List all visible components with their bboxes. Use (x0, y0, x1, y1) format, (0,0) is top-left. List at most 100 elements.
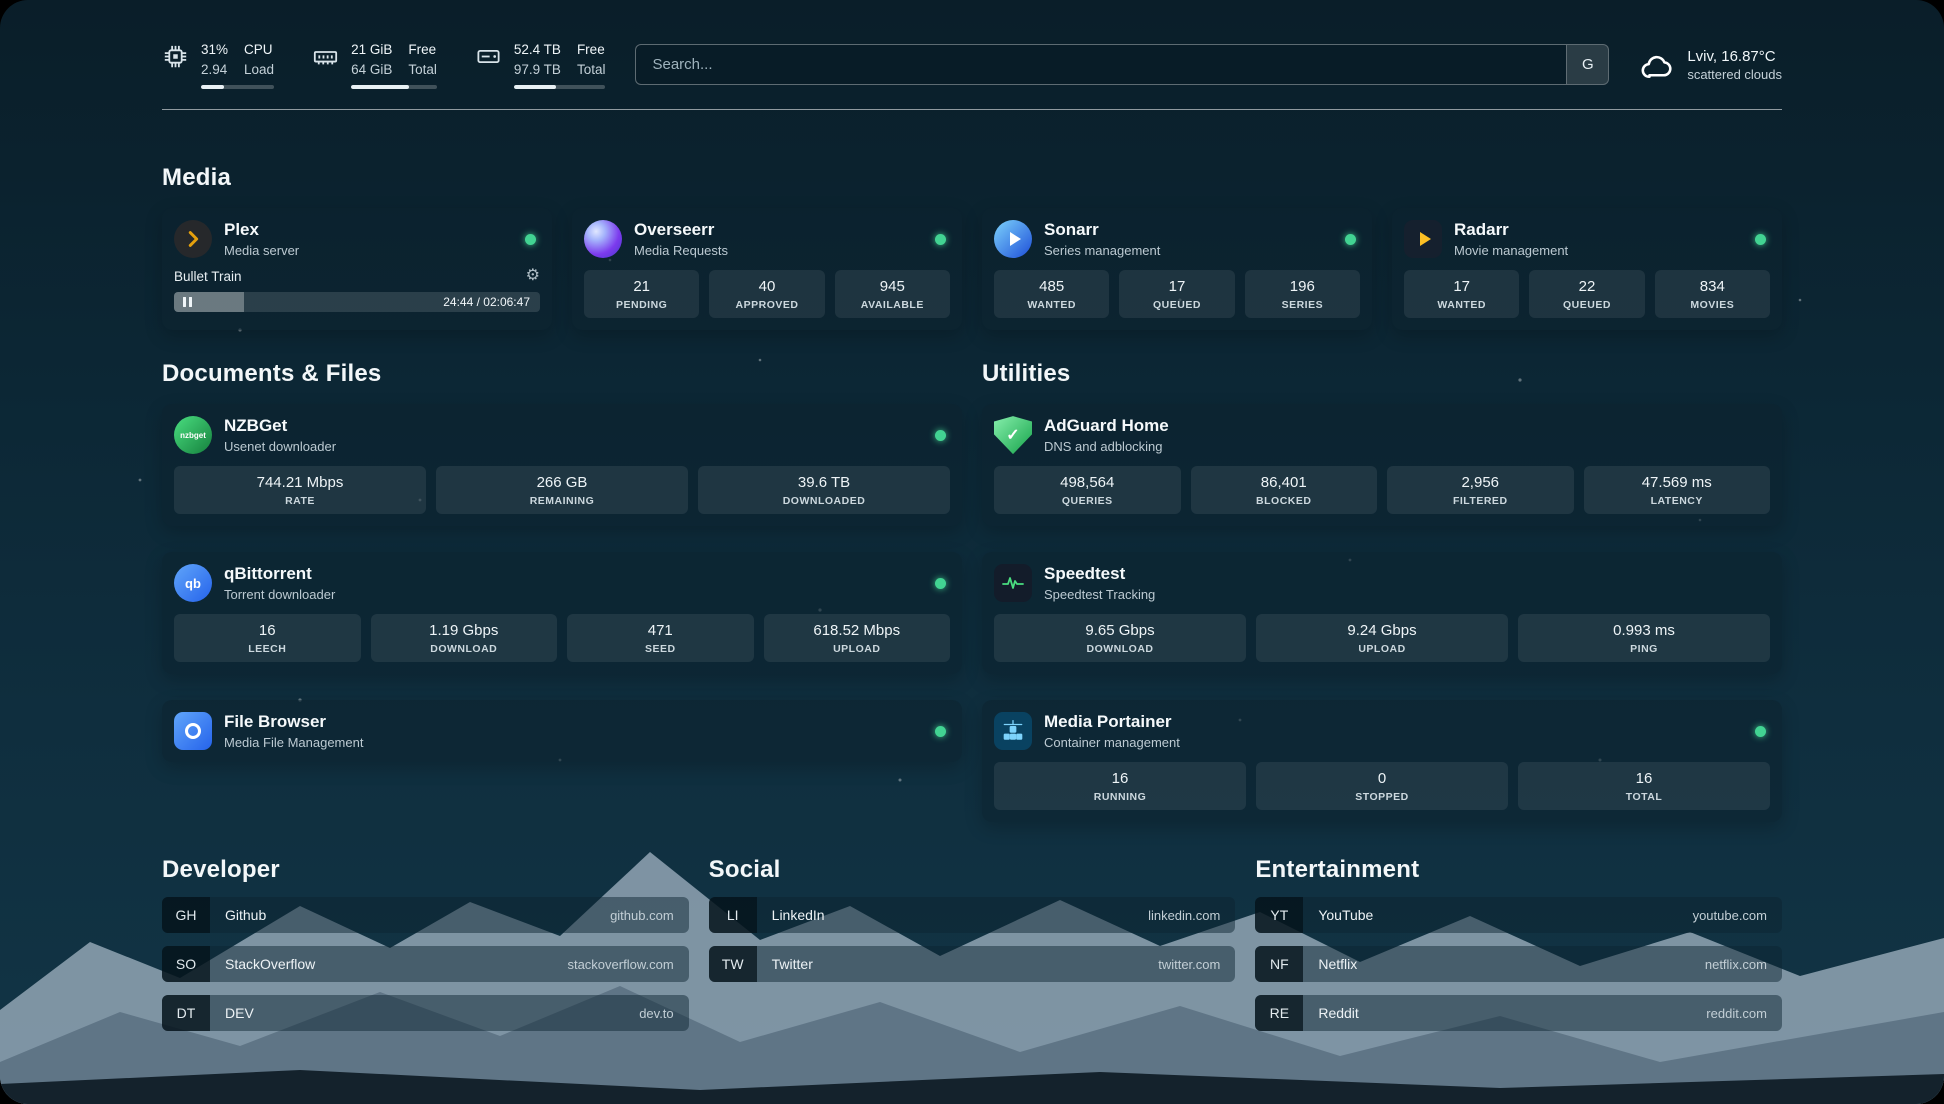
stat-ping: 0.993 ms PING (1518, 614, 1770, 663)
playback-time: 24:44 / 02:06:47 (443, 295, 530, 310)
cpu-loadavg: 2.94 (201, 61, 228, 77)
documents-column: Documents & Files nzbget NZBGet Usenet d… (162, 360, 962, 763)
service-card-overseerr[interactable]: Overseerr Media Requests 21 PENDING 40 A… (572, 208, 962, 331)
status-dot (935, 233, 946, 245)
service-card-plex[interactable]: Plex Media server Bullet Train ⚙ 24:44 /… (162, 208, 552, 331)
bookmark-group-entertainment: Entertainment YT YouTube youtube.com NF … (1255, 856, 1782, 1032)
disk-progress-fill (513, 85, 557, 90)
memory-total-value: 64 GiB (351, 61, 393, 77)
stat-seed: 471 SEED (567, 614, 754, 663)
stat-filtered: 2,956 FILTERED (1387, 466, 1574, 515)
service-name: NZBGet (224, 416, 288, 436)
stat-movies: 834 MOVIES (1654, 270, 1770, 319)
service-name: AdGuard Home (1044, 416, 1169, 436)
status-dot (935, 725, 946, 737)
service-desc: Usenet downloader (224, 439, 337, 455)
speedtest-icon (994, 564, 1032, 603)
weather-condition: scattered clouds (1687, 66, 1782, 82)
section-title-developer: Developer (162, 856, 280, 884)
cpu-progress-fill (201, 85, 224, 90)
disk-total-value: 97.9 TB (513, 61, 561, 77)
cpu-load-label: Load (244, 61, 275, 77)
stat-download: 1.19 Gbps DOWNLOAD (370, 614, 557, 663)
pause-button[interactable] (183, 297, 192, 308)
stat-wanted: 17 WANTED (1404, 270, 1520, 319)
utilities-column: Utilities ✓ AdGuard Home DNS and adblock… (982, 360, 1782, 823)
stat-approved: 40 APPROVED (709, 270, 825, 319)
service-desc: Movie management (1454, 243, 1569, 259)
service-card-speedtest[interactable]: Speedtest Speedtest Tracking 9.65 Gbps D… (982, 552, 1782, 675)
bookmark-linkedin[interactable]: LI LinkedIn linkedin.com (708, 897, 1236, 934)
stat-available: 945 AVAILABLE (834, 270, 950, 319)
search-provider-button[interactable]: G (1566, 45, 1609, 85)
status-dot (1755, 233, 1766, 245)
cpu-widget: 31% 2.94 CPU Load (162, 40, 275, 90)
service-card-radarr[interactable]: Radarr Movie management 17 WANTED 22 QUE… (1392, 208, 1782, 331)
filebrowser-icon (174, 712, 212, 751)
stat-latency: 47.569 ms LATENCY (1583, 466, 1770, 515)
memory-progress-fill (351, 85, 409, 90)
stat-stopped: 0 STOPPED (1256, 762, 1508, 811)
stat-running: 16 RUNNING (994, 762, 1246, 811)
service-name: Media Portainer (1044, 712, 1172, 732)
cpu-label: CPU (244, 42, 273, 57)
service-card-qbittorrent[interactable]: qb qBittorrent Torrent downloader 16 (162, 552, 962, 675)
bookmark-group-developer: Developer GH Github github.com SO StackO… (162, 856, 689, 1032)
bookmark-stackoverflow[interactable]: SO StackOverflow stackoverflow.com (162, 946, 689, 983)
bookmark-netflix[interactable]: NF Netflix netflix.com (1255, 946, 1782, 983)
memory-progress-track (351, 85, 437, 90)
stat-downloaded: 39.6 TB DOWNLOADED (698, 466, 950, 515)
section-title-documents: Documents & Files (162, 360, 382, 388)
plex-player-bar[interactable]: 24:44 / 02:06:47 (174, 292, 540, 313)
service-desc: Media File Management (224, 735, 364, 751)
bookmark-youtube[interactable]: YT YouTube youtube.com (1255, 897, 1782, 934)
cpu-percent: 31% (201, 42, 229, 57)
media-grid: Plex Media server Bullet Train ⚙ 24:44 /… (162, 208, 1782, 331)
memory-free-label: Free (408, 42, 437, 57)
service-card-nzbget[interactable]: nzbget NZBGet Usenet downloader 744.21 M… (162, 404, 962, 527)
service-desc: Media server (224, 243, 300, 259)
service-card-filebrowser[interactable]: File Browser Media File Management (162, 700, 962, 763)
stat-pending: 21 PENDING (584, 270, 700, 319)
stat-series: 196 SERIES (1244, 270, 1360, 319)
service-name: qBittorrent (224, 564, 312, 584)
service-name: Radarr (1454, 220, 1509, 240)
disk-free-label: Free (576, 42, 605, 57)
memory-free-value: 21 GiB (351, 42, 393, 57)
service-desc: Media Requests (634, 243, 728, 259)
plex-icon (174, 220, 212, 259)
header-divider (162, 109, 1782, 111)
service-card-sonarr[interactable]: Sonarr Series management 485 WANTED 17 Q… (982, 208, 1372, 331)
stat-total: 16 TOTAL (1518, 762, 1770, 811)
service-name: File Browser (224, 712, 327, 732)
bookmark-reddit[interactable]: RE Reddit reddit.com (1255, 995, 1782, 1032)
weather-location: Lviv, 16.87°C (1687, 47, 1776, 65)
bookmark-github[interactable]: GH Github github.com (162, 897, 689, 934)
sonarr-icon (994, 220, 1032, 259)
now-playing-title: Bullet Train (174, 268, 242, 284)
status-dot (935, 429, 946, 441)
overseerr-icon (584, 220, 622, 259)
service-desc: Series management (1044, 243, 1161, 259)
section-title-social: Social (708, 856, 781, 884)
search-input[interactable] (635, 44, 1610, 86)
bookmark-dev[interactable]: DT DEV dev.to (162, 995, 689, 1032)
nzbget-icon: nzbget (174, 416, 212, 455)
disk-total-label: Total (576, 61, 606, 77)
section-title-utilities: Utilities (982, 360, 1071, 388)
radarr-icon (1404, 220, 1442, 259)
bookmark-twitter[interactable]: TW Twitter twitter.com (708, 946, 1236, 983)
stat-upload: 618.52 Mbps UPLOAD (763, 614, 950, 663)
qbittorrent-icon: qb (174, 564, 212, 603)
top-bar: 31% 2.94 CPU Load (162, 0, 1782, 90)
service-desc: Torrent downloader (224, 587, 336, 603)
status-dot (1755, 725, 1766, 737)
service-card-adguard[interactable]: ✓ AdGuard Home DNS and adblocking 498,56… (982, 404, 1782, 527)
bookmark-group-social: Social LI LinkedIn linkedin.com TW Twitt… (708, 856, 1236, 983)
settings-gear-icon[interactable]: ⚙ (525, 267, 540, 285)
service-card-portainer[interactable]: Media Portainer Container management 16 … (982, 700, 1782, 823)
section-title-entertainment: Entertainment (1255, 856, 1420, 884)
memory-total-label: Total (408, 61, 437, 77)
resource-widgets: 31% 2.94 CPU Load (162, 40, 606, 90)
